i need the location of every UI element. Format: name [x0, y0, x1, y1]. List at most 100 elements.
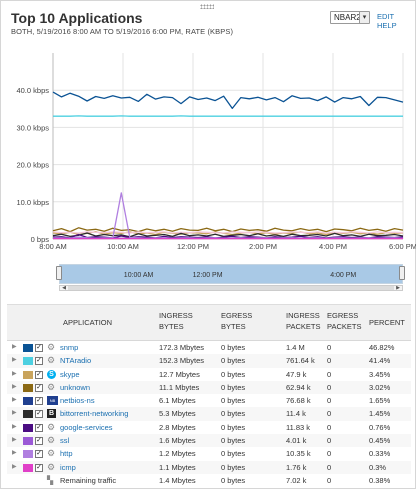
- table-row[interactable]: ▶ ✓ ⚙ ssl 1.6 Mbytes 0 bytes 4.01 k 0 0.45%: [7, 434, 411, 448]
- app-name-link[interactable]: snmp: [60, 343, 79, 352]
- app-name-link[interactable]: ssl: [60, 436, 70, 446]
- app-name-link[interactable]: bittorrent-networking: [60, 409, 129, 419]
- gear-icon: ⚙: [47, 461, 56, 472]
- classification-select-value: NBAR2: [334, 13, 361, 22]
- col-ingress-bytes[interactable]: INGRESS BYTES: [159, 311, 193, 331]
- expand-row-icon[interactable]: ▶: [12, 450, 17, 457]
- table-row[interactable]: ▶ ✓ ⚙ icmp 1.1 Mbytes 0 bytes 1.76 k 0 0.3%: [7, 460, 411, 474]
- row-checkbox[interactable]: ✓: [35, 463, 43, 472]
- row-checkbox[interactable]: ✓: [35, 357, 43, 366]
- percent-value: 41.4%: [369, 356, 391, 366]
- percent-value: 46.82%: [369, 343, 395, 352]
- series-line-snmp: [52, 91, 404, 110]
- percent-value: 0.45%: [369, 436, 391, 446]
- edit-link[interactable]: EDIT: [377, 12, 395, 21]
- app-name-link[interactable]: unknown: [60, 382, 91, 392]
- col-egress-bytes[interactable]: EGRESS BYTES: [221, 311, 253, 331]
- ingress-packets-value: 10.35 k: [286, 449, 311, 459]
- app-name-link[interactable]: icmp: [60, 462, 76, 472]
- app-name-link[interactable]: skype: [60, 369, 80, 379]
- help-link[interactable]: HELP: [377, 21, 397, 30]
- ingress-bytes-value: 152.3 Mbytes: [159, 356, 205, 366]
- col-egress-packets[interactable]: EGRESS PACKETS: [327, 311, 362, 331]
- ingress-bytes-value: 12.7 Mbytes: [159, 369, 200, 379]
- expand-row-icon[interactable]: ▶: [12, 344, 17, 350]
- page-title: Top 10 Applications: [11, 10, 143, 26]
- gear-icon: ⚙: [47, 355, 56, 366]
- app-name-link[interactable]: google-services: [60, 422, 113, 432]
- traffic-line-chart[interactable]: 0 bps 10.0 kbps 20.0 kbps 30.0 kbps 40.0 kbp…: [1, 41, 416, 259]
- percent-value: 0.76%: [369, 422, 391, 432]
- scroll-left-icon[interactable]: ◀: [62, 285, 66, 291]
- scroll-right-icon[interactable]: ▶: [396, 285, 400, 291]
- table-row[interactable]: ▶ ✓ ⚙ unknown 11.1 Mbytes 0 bytes 62.94 k 0 3.02…: [7, 380, 411, 395]
- remaining-traffic-icon: ▚: [47, 475, 54, 485]
- percent-value: 0.38%: [369, 475, 391, 485]
- percent-value: 3.02%: [369, 382, 391, 392]
- ingress-packets-value: 1.4 M: [286, 343, 305, 352]
- gear-icon: ⚙: [47, 421, 56, 432]
- series-color-swatch: [23, 370, 33, 379]
- app-name-link[interactable]: netbios-ns: [60, 396, 95, 406]
- ingress-packets-value: 11.83 k: [286, 422, 311, 432]
- expand-row-icon[interactable]: ▶: [12, 370, 17, 377]
- expand-row-icon[interactable]: ▶: [12, 437, 17, 444]
- egress-bytes-value: 0 bytes: [221, 409, 246, 419]
- row-checkbox[interactable]: ✓: [35, 397, 43, 406]
- table-row[interactable]: ▶ ✓ ⚙ http 1.2 Mbytes 0 bytes 10.35 k 0 0.33%: [7, 447, 411, 461]
- expand-row-icon[interactable]: ▶: [12, 423, 17, 430]
- col-application[interactable]: APPLICATION: [63, 318, 113, 327]
- row-checkbox[interactable]: ✓: [35, 410, 43, 419]
- expand-row-icon[interactable]: ▶: [12, 383, 17, 390]
- app-name-link[interactable]: http: [60, 449, 73, 459]
- y-tick-label: 10.0 kbps: [16, 198, 49, 207]
- row-checkbox[interactable]: ✓: [35, 370, 43, 379]
- navigator-time-label: 10:00 AM: [123, 272, 154, 279]
- row-checkbox[interactable]: ✓: [35, 383, 43, 392]
- ingress-bytes-value: 172.3 Mbytes: [159, 343, 205, 352]
- series-line-netbios-ns: [52, 231, 404, 234]
- table-row[interactable]: ▶ ✓ ⚙ snmp 172.3 Mbytes 0 bytes 1.4 M 0 46.82%: [7, 341, 411, 355]
- remaining-traffic-label: Remaining traffic: [60, 475, 117, 485]
- navigator-right-handle[interactable]: [399, 266, 405, 280]
- percent-value: 0.33%: [369, 449, 391, 459]
- panel-links: EDIT HELP: [377, 12, 415, 30]
- series-color-swatch: [23, 383, 33, 392]
- egress-packets-value: 0: [327, 475, 332, 485]
- row-checkbox[interactable]: ✓: [35, 423, 43, 432]
- ingress-packets-value: 62.94 k: [286, 382, 311, 392]
- x-tick-label: 4:00 PM: [319, 242, 347, 251]
- col-ingress-packets[interactable]: INGRESS PACKETS: [286, 311, 321, 331]
- table-row[interactable]: ▶ ✓ NB netbios-ns 6.1 Mbytes 0 bytes 76.68 k 0 1…: [7, 394, 411, 408]
- app-name-link[interactable]: NTAradio: [60, 356, 92, 366]
- expand-row-icon[interactable]: ▶: [12, 357, 17, 364]
- navigator-left-handle[interactable]: [56, 266, 62, 280]
- egress-packets-value: 0: [327, 449, 332, 459]
- row-checkbox[interactable]: ✓: [35, 450, 43, 459]
- table-row[interactable]: ▶ ✓ ⚙ google-services 2.8 Mbytes 0 bytes 11.83…: [7, 420, 411, 435]
- row-checkbox[interactable]: ✓: [35, 344, 43, 352]
- drag-handle[interactable]: [200, 4, 214, 9]
- series-line-bittorrent-networking: [52, 232, 404, 238]
- table-row[interactable]: ▶ ✓ ⚙ NTAradio 152.3 Mbytes 0 bytes 761.64 k 0 4…: [7, 354, 411, 368]
- scroll-thumb[interactable]: [68, 286, 394, 290]
- gear-icon: ⚙: [47, 448, 56, 459]
- egress-packets-value: 0: [327, 356, 332, 366]
- row-checkbox[interactable]: ✓: [35, 437, 43, 446]
- x-tick-label: 2:00 PM: [249, 242, 277, 251]
- time-navigator[interactable]: 10:00 AM 12:00 PM 4:00 PM ◀ ▶: [56, 263, 405, 291]
- expand-row-icon[interactable]: ▶: [12, 410, 17, 417]
- col-percent[interactable]: PERCENT: [369, 318, 405, 327]
- ingress-bytes-value: 1.1 Mbytes: [159, 462, 196, 472]
- ingress-packets-value: 761.64 k: [286, 356, 315, 366]
- expand-row-icon[interactable]: ▶: [12, 397, 17, 404]
- gear-icon: ⚙: [47, 435, 56, 446]
- series-color-swatch: [23, 450, 33, 459]
- ingress-packets-value: 47.9 k: [286, 369, 307, 379]
- expand-row-icon[interactable]: ▶: [12, 463, 17, 470]
- egress-bytes-value: 0 bytes: [221, 436, 246, 446]
- classification-select[interactable]: NBAR2 ▾: [330, 11, 370, 24]
- navigator-scrollbar[interactable]: ◀ ▶: [59, 285, 403, 291]
